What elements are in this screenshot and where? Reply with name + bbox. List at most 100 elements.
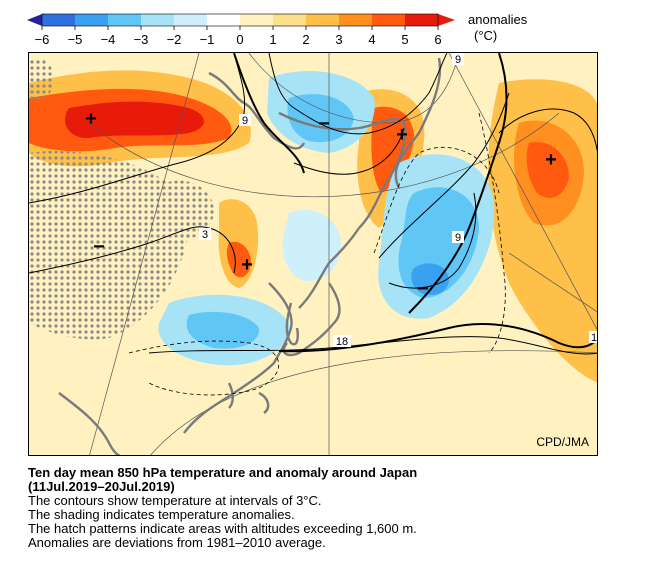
- contour-label-box: [333, 335, 351, 347]
- contour-label-box: [199, 228, 211, 240]
- coastline-taiwan: [227, 382, 234, 409]
- colorbar-tick-label: −4: [101, 32, 116, 47]
- contour-label: 9: [455, 232, 461, 244]
- colorbar-tick-label: −5: [68, 32, 83, 47]
- colorbar-segment: [207, 14, 240, 26]
- contour-line: [148, 336, 597, 355]
- map-credit: CPD/JMA: [536, 435, 589, 449]
- caption-title-line1: Ten day mean 850 hPa temperature and ano…: [28, 465, 418, 480]
- contour-label: 9: [455, 54, 461, 66]
- colorbar-segment: [273, 14, 306, 26]
- colorbar-segment: [108, 14, 141, 26]
- colorbar-arrow-left: [27, 14, 42, 26]
- cold-marker: −: [93, 236, 105, 258]
- legend-title: anomalies: [468, 12, 528, 27]
- contour-label-box: [589, 331, 597, 343]
- cold-marker: −: [417, 278, 429, 300]
- contour-line: [498, 108, 597, 153]
- contour-line: [29, 226, 236, 274]
- colorbar-segment: [306, 14, 339, 26]
- caption-line4: Anomalies are deviations from 1981–2010 …: [28, 535, 326, 550]
- high-terrain-hatch-tibet: [29, 151, 190, 340]
- contour-label: 1: [591, 332, 597, 344]
- contour-line: [268, 53, 448, 135]
- colorbar-tick-label: −1: [200, 32, 215, 47]
- high-terrain-hatch-mongolia: [162, 180, 214, 238]
- colorbar-ticks: −6 −5 −4 −3 −2 −1 0 1 2 3 4 5 6: [35, 26, 442, 47]
- latitude-line: [150, 350, 597, 455]
- colorbar-segment: [240, 14, 273, 26]
- cold-marker: −: [318, 113, 330, 135]
- contour-label: 18: [336, 336, 348, 348]
- anomaly-map: 9 9 9 3 18 1 + + + + − − −: [29, 53, 597, 455]
- coastlines: [58, 57, 442, 455]
- contour-9-west: [233, 53, 305, 174]
- coastline-japan: [282, 282, 341, 357]
- warm-marker: +: [396, 124, 408, 146]
- colorbar-segment: [339, 14, 372, 26]
- contour-labels: 9 9 9 3 18 1: [199, 53, 597, 348]
- coastline-indochina: [58, 392, 121, 455]
- contour-line: [29, 53, 246, 204]
- caption-line2: The shading indicates temperature anomal…: [28, 507, 295, 522]
- warm-peak-east: [526, 142, 569, 198]
- coastline-sakhalin: [298, 227, 360, 309]
- caption-title-line2: (11Jul.2019–20Jul.2019): [28, 479, 175, 494]
- graticule: [88, 53, 597, 455]
- coastline-okhotsk: [278, 111, 407, 229]
- longitude-line: [508, 252, 597, 313]
- caption-line3: The hatch patterns indicate areas with a…: [28, 521, 417, 536]
- contour-9-east: [408, 53, 508, 314]
- cold-anomaly-korea: [282, 209, 341, 282]
- colorbar-segment: [174, 14, 207, 26]
- longitude-line: [448, 53, 597, 331]
- anomaly-colorbar: −6 −5 −4 −3 −2 −1 0 1 2 3 4 5 6: [27, 13, 455, 47]
- contour-label: 3: [202, 229, 208, 241]
- latitude-line: [88, 112, 560, 198]
- temperature-contours: [29, 53, 597, 355]
- high-terrain-hatch-west: [29, 57, 54, 100]
- latitude-line: [248, 53, 460, 124]
- colorbar-tick-label: −6: [35, 32, 50, 47]
- coastline-china: [183, 282, 293, 434]
- zero-anomaly-lines: [128, 112, 506, 396]
- contour-line: [378, 92, 510, 259]
- colorbar-tick-label: 5: [401, 32, 408, 47]
- colorbar-tick-label: 0: [236, 32, 243, 47]
- colorbar-tick-label: 4: [368, 32, 375, 47]
- longitude-line: [89, 53, 200, 455]
- contour-label-box: [239, 114, 251, 126]
- contour-line: [388, 192, 477, 289]
- zero-line: [373, 146, 500, 254]
- colorbar-segment: [42, 14, 75, 26]
- contour-18: [278, 322, 597, 353]
- coastline-kamchatka: [394, 57, 442, 189]
- colorbar-segment: [405, 14, 438, 26]
- coastline-philippines: [258, 391, 270, 414]
- zero-line: [128, 340, 279, 396]
- legend-unit: (°C): [474, 28, 498, 43]
- colorbar-tick-label: −3: [134, 32, 149, 47]
- colorbar-tick-label: 6: [434, 32, 441, 47]
- contour-label: 9: [242, 115, 248, 127]
- colorbar-arrow-right: [438, 14, 455, 26]
- contour-label-box: [452, 53, 464, 65]
- warm-peak-northwest: [65, 101, 204, 139]
- colorbar-segment: [141, 14, 174, 26]
- colorbar-segment: [372, 14, 405, 26]
- warm-marker: +: [85, 108, 97, 130]
- colorbar-tick-label: 2: [302, 32, 309, 47]
- contour-label-box: [452, 231, 464, 243]
- coastline-korea: [285, 302, 299, 346]
- coastline-russia: [208, 71, 306, 150]
- map-panel: 9 9 9 3 18 1 + + + + − − − CPD/JMA: [28, 52, 598, 456]
- zero-line: [478, 112, 506, 354]
- contour-line: [293, 127, 405, 175]
- major-contours: [233, 53, 597, 353]
- colorbar-tick-label: 3: [335, 32, 342, 47]
- colorbar-segment: [75, 14, 108, 26]
- cold-peak-east: [411, 263, 449, 295]
- caption-line1: The contours show temperature at interva…: [28, 493, 322, 508]
- anomaly-markers: + + + + − − −: [85, 108, 557, 300]
- warm-marker: +: [545, 149, 557, 171]
